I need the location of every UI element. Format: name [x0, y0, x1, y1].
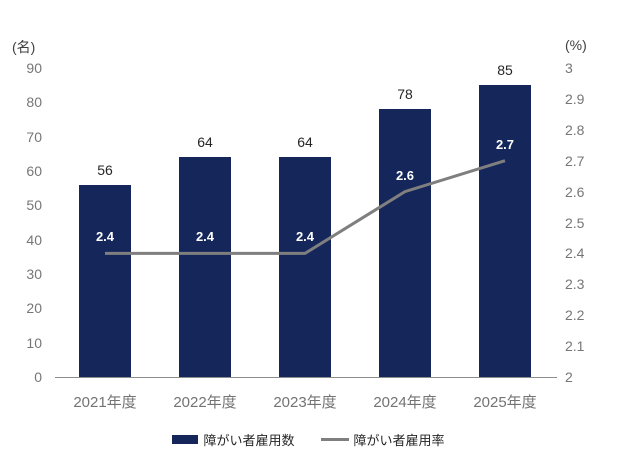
bar-series-swatch — [172, 435, 199, 444]
right-axis-tick-3: 3 — [565, 60, 573, 76]
right-axis-title: (%) — [565, 37, 587, 53]
x-label-2023: 2023年度 — [273, 394, 337, 411]
right-axis-tick-2.3: 2.3 — [565, 276, 585, 293]
line-value-2021: 2.4 — [95, 229, 115, 245]
bar-2025 — [479, 85, 531, 377]
line-series-swatch — [320, 438, 349, 441]
left-axis-tick-90: 90 — [26, 60, 42, 76]
bar-2023 — [279, 157, 331, 377]
line-value-2023: 2.4 — [295, 229, 315, 245]
left-axis-tick-0: 0 — [34, 369, 42, 385]
x-label-2025: 2025年度 — [473, 394, 537, 411]
x-label-2024: 2024年度 — [373, 394, 437, 411]
right-axis-tick-2: 2 — [565, 369, 573, 385]
legend-item-line-series: 障がい者雇用率 — [320, 430, 445, 449]
bar-value-2023: 64 — [297, 134, 313, 151]
bar-value-2022: 64 — [197, 134, 213, 151]
x-axis-line — [55, 377, 557, 378]
bar-2024 — [379, 109, 431, 377]
bar-2021 — [79, 184, 131, 377]
left-axis-tick-20: 20 — [26, 300, 42, 317]
left-axis-tick-30: 30 — [26, 266, 42, 282]
left-axis-tick-50: 50 — [26, 197, 42, 214]
bar-value-2025: 85 — [497, 62, 513, 79]
right-axis-tick-2.4: 2.4 — [565, 245, 585, 262]
right-axis-tick-2.1: 2.1 — [565, 338, 585, 355]
line-series-legend-label: 障がい者雇用率 — [353, 433, 445, 448]
right-axis-tick-2.5: 2.5 — [565, 214, 585, 231]
line-value-2024: 2.6 — [395, 167, 415, 183]
right-axis-tick-2.2: 2.2 — [565, 307, 585, 324]
legend-item-bar-series: 障がい者雇用数 — [172, 430, 295, 449]
x-label-2022: 2022年度 — [173, 394, 237, 411]
left-axis-title: (名) — [12, 39, 36, 55]
right-axis-tick-2.8: 2.8 — [565, 121, 585, 138]
bar-value-2024: 78 — [397, 86, 413, 103]
bar-2022 — [179, 157, 231, 377]
bar-series-legend-label: 障がい者雇用数 — [203, 433, 295, 448]
right-axis-tick-2.6: 2.6 — [565, 183, 585, 200]
legend: 障がい者雇用数 障がい者雇用率 — [0, 430, 617, 449]
left-axis-tick-70: 70 — [26, 128, 42, 145]
left-axis-tick-40: 40 — [26, 231, 42, 248]
right-axis-tick-2.7: 2.7 — [565, 152, 585, 169]
x-label-2021: 2021年度 — [73, 394, 137, 411]
left-axis-tick-80: 80 — [26, 94, 42, 111]
left-axis-tick-10: 10 — [26, 334, 42, 351]
bar-value-2021: 56 — [97, 161, 113, 178]
line-value-2025: 2.7 — [495, 136, 515, 152]
left-axis-tick-60: 60 — [26, 163, 42, 179]
line-value-2022: 2.4 — [195, 229, 215, 245]
right-axis-tick-2.9: 2.9 — [565, 90, 585, 107]
